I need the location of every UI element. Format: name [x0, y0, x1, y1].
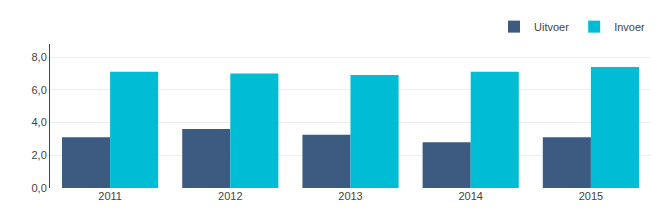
svg-text:2014: 2014 — [458, 190, 482, 202]
svg-text:2012: 2012 — [218, 190, 242, 202]
svg-text:2011: 2011 — [98, 190, 122, 202]
svg-text:2015: 2015 — [579, 190, 603, 202]
svg-text:Uitvoer: Uitvoer — [534, 21, 569, 33]
svg-text:0,0: 0,0 — [32, 182, 47, 194]
svg-text:6,0: 6,0 — [32, 84, 47, 96]
svg-text:Invoer: Invoer — [614, 21, 645, 33]
svg-text:4,0: 4,0 — [32, 116, 47, 128]
svg-text:2,0: 2,0 — [32, 149, 47, 161]
svg-text:2013: 2013 — [338, 190, 362, 202]
svg-text:8,0: 8,0 — [32, 51, 47, 63]
